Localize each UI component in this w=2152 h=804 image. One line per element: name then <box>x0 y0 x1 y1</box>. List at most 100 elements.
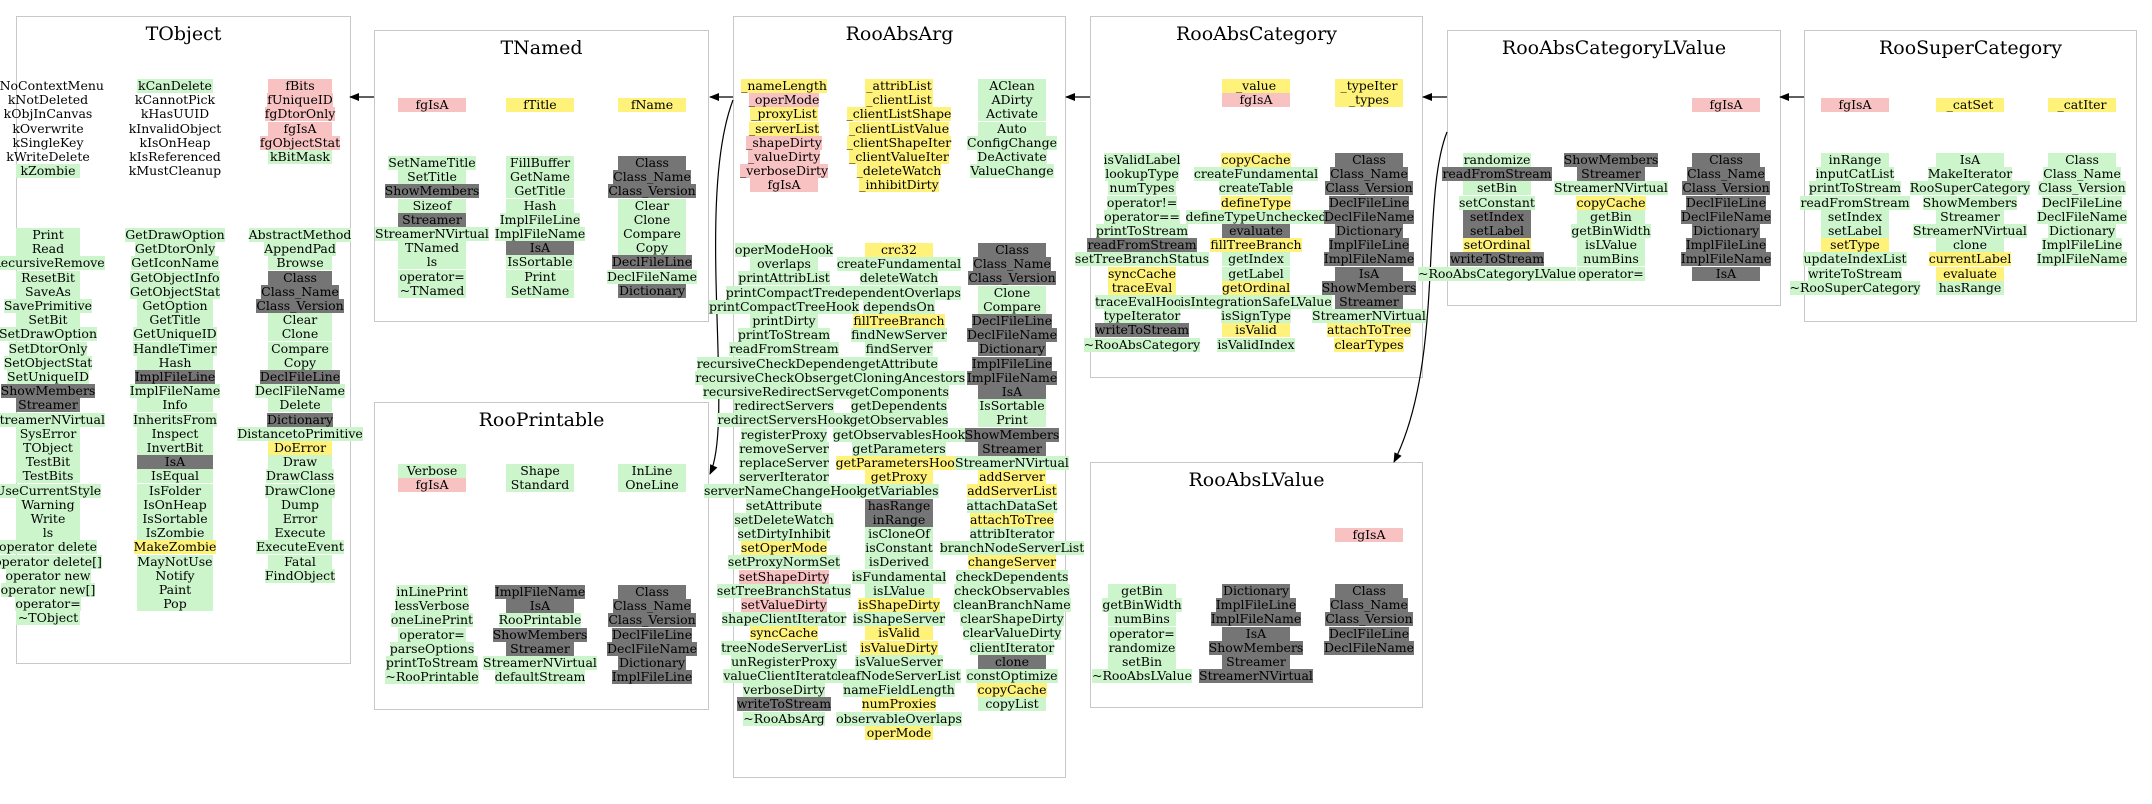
member-funiqueid: fUniqueID <box>267 92 333 108</box>
member-showmembers: ShowMembers <box>1208 639 1304 655</box>
member-isa: IsA <box>1936 153 2004 167</box>
member-numbins: numBins <box>1108 612 1176 627</box>
member-class-version: Class_Version <box>608 183 696 199</box>
member-clone: clone <box>978 654 1046 669</box>
member-traceevalhook: traceEvalHook <box>1094 294 1189 309</box>
member-printtostream: printToStream <box>1808 180 1902 196</box>
member-inline: InLine <box>618 464 686 478</box>
member-streamer: Streamer <box>1936 209 2004 224</box>
member-kzombie: kZombie <box>16 164 80 179</box>
member-kcandelete: kCanDelete <box>137 78 213 93</box>
member-tnamed: TNamed <box>398 241 466 256</box>
member-setlabel: setLabel <box>1463 224 1531 238</box>
member-typeiter: _typeIter <box>1335 79 1403 93</box>
member-inspect: Inspect <box>137 426 213 441</box>
member-getbinwidth: getBinWidth <box>1571 223 1651 238</box>
member-printtostream: printToStream <box>1095 223 1189 238</box>
member-invertbit: InvertBit <box>137 441 213 455</box>
member-class: Class <box>268 270 332 285</box>
member-parseoptions: parseOptions <box>389 640 475 656</box>
member-dictionary: Dictionary <box>618 655 686 670</box>
member-tobject: ~TObject <box>16 610 80 626</box>
member-implfileline: ImplFileLine <box>2041 237 2123 253</box>
member-branchnodeserverlist: branchNodeServerList <box>939 540 1085 556</box>
member-streamernvirtual: StreamerNVirtual <box>483 655 597 670</box>
member-implfilename: ImplFileName <box>966 369 1058 385</box>
member-opermode: _operMode <box>748 92 820 108</box>
member-verbose: Verbose <box>398 464 466 478</box>
member-settreebranchstatus: setTreeBranchStatus <box>1074 251 1210 267</box>
member-isvalidindex: isValidIndex <box>1217 336 1295 352</box>
member-declfileline: DeclFileLine <box>611 254 693 270</box>
member-getordinal: getOrdinal <box>1222 279 1291 295</box>
member-class-version: Class_Version <box>1325 180 1413 196</box>
member-getindex: getIndex <box>1222 252 1290 267</box>
member-dictionary: Dictionary <box>1692 223 1760 238</box>
member-readfromstream: readFromStream <box>1800 194 1910 210</box>
member-fillbuffer: FillBuffer <box>506 156 574 170</box>
member-kwritedelete: kWriteDelete <box>6 149 90 164</box>
member-setindex: setIndex <box>1821 209 1889 224</box>
member-clear: Clear <box>268 313 332 328</box>
member-syserror: SysError <box>16 426 80 441</box>
member-implfileline: ImplFileLine <box>499 211 581 227</box>
member-print: Print <box>506 269 574 284</box>
member-setproxynormset: setProxyNormSet <box>727 554 841 570</box>
member-operator-new: operator new[] <box>0 582 96 597</box>
member-class: Class <box>618 585 686 599</box>
member-drawclass: DrawClass <box>266 468 334 484</box>
member-clone: Clone <box>978 285 1046 300</box>
member-tnamed: ~TNamed <box>398 282 466 298</box>
member-compare: Compare <box>268 341 332 356</box>
member-onelineprint: oneLinePrint <box>390 612 474 628</box>
member-operator: operator= <box>1108 625 1176 641</box>
member-getbin: getBin <box>1577 209 1645 224</box>
member-fgobjectstat: fgObjectStat <box>259 134 341 150</box>
member-streamernvirtual: StreamerNVirtual <box>1913 223 2027 238</box>
member-implfilename: ImplFileName <box>129 383 221 399</box>
member-readfromstream: readFromStream <box>729 341 839 357</box>
member-fbits: fBits <box>268 79 332 93</box>
member-read: Read <box>16 242 80 257</box>
member-declfileline: DeclFileLine <box>1328 194 1410 210</box>
member-dictionary: Dictionary <box>266 411 334 427</box>
member-inlineprint: inLinePrint <box>396 584 468 599</box>
member-setconstant: setConstant <box>1459 194 1535 210</box>
member-definetypeunchecked: defineTypeUnchecked <box>1185 208 1327 224</box>
member-isa: IsA <box>506 599 574 614</box>
member-operator-new: operator new <box>5 567 91 583</box>
member-clear: Clear <box>618 198 686 213</box>
member-writetostream: writeToStream <box>1449 251 1545 267</box>
member-dictionary: Dictionary <box>1335 223 1403 238</box>
member-lookuptype: lookupType <box>1105 166 1179 182</box>
member-copycache: copyCache <box>1221 152 1291 167</box>
member-copy: Copy <box>268 355 332 370</box>
member-isfundamental: isFundamental <box>851 568 947 584</box>
member-settype: setType <box>1821 238 1889 253</box>
member-declfilename: DeclFileName <box>1323 208 1415 224</box>
member-setnametitle: SetNameTitle <box>388 155 476 170</box>
member-draw: Draw <box>268 455 332 470</box>
member-getlabel: getLabel <box>1222 266 1290 281</box>
member-isa: IsA <box>1335 266 1403 281</box>
member-testbit: TestBit <box>16 455 80 470</box>
member-operator: operator!= <box>1106 194 1178 210</box>
member-updateindexlist: updateIndexList <box>1803 251 1907 267</box>
member-unregisterproxy: unRegisterProxy <box>731 653 837 669</box>
member-fatal: Fatal <box>268 554 332 569</box>
member-operator-delete: operator delete <box>0 539 98 555</box>
member-info: Info <box>137 398 213 413</box>
member-attachtotree: attachToTree <box>969 511 1054 527</box>
member-redirectservershook: redirectServersHook <box>717 412 851 428</box>
member-issortable: IsSortable <box>506 254 574 270</box>
member-removeserver: removeServer <box>739 440 829 456</box>
member-implfilename: ImplFileName <box>1323 251 1415 267</box>
member-isequal: IsEqual <box>137 469 213 484</box>
member-isa: IsA <box>137 455 213 470</box>
member-clone: Clone <box>268 327 332 342</box>
member-class-version: Class_Version <box>608 612 696 628</box>
member-dictionary: Dictionary <box>618 282 686 298</box>
member-streamer: Streamer <box>1222 655 1290 669</box>
member-streamer: Streamer <box>398 212 466 227</box>
member-getuniqueid: GetUniqueID <box>133 326 217 342</box>
